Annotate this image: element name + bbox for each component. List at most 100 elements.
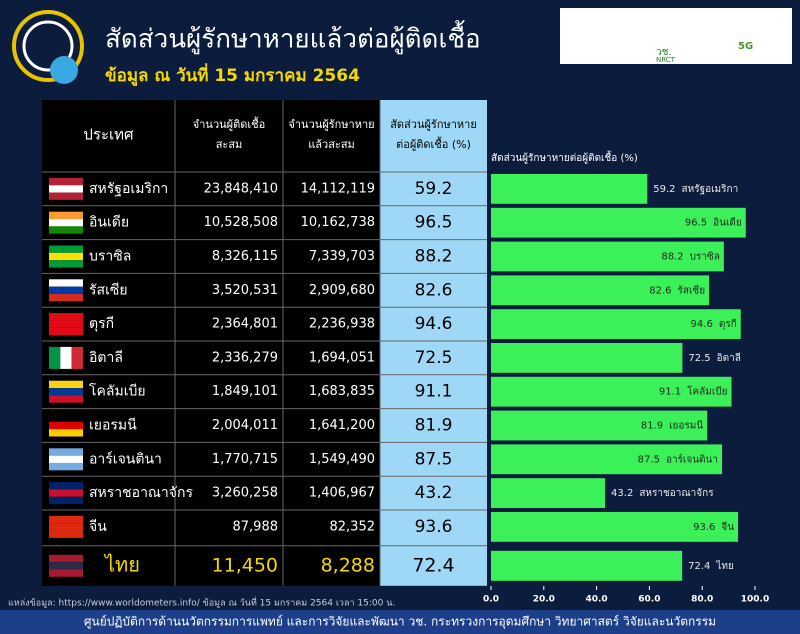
value-label: 82.6: [649, 285, 671, 296]
category-label: ไทย: [715, 560, 733, 572]
flag: [49, 245, 83, 253]
x-tick-label: 20.0: [533, 595, 555, 605]
flag: [49, 562, 83, 570]
x-tick-label: 80.0: [691, 595, 713, 605]
data-label: 72.4 ไทย: [688, 560, 734, 572]
column-header: แล้วสะสม: [308, 138, 355, 151]
flag: [49, 496, 83, 505]
flag: [49, 395, 83, 403]
number-cell: 8,288: [321, 554, 375, 576]
number-cell: 10,528,508: [204, 215, 278, 230]
bar: [491, 174, 648, 204]
country-cell: เยอรมนี: [89, 418, 137, 434]
value-label: 72.5: [688, 353, 710, 364]
column-header: จำนวนผู้รักษาหาย: [288, 118, 374, 131]
ratio-cell: 88.2: [415, 247, 453, 267]
logo-text: NRCT: [656, 56, 676, 64]
value-label: 43.2: [611, 488, 633, 499]
bar: [491, 410, 708, 441]
ratio-cell: 94.6: [415, 314, 453, 334]
title: สัดส่วนผู้รักษาหายแล้วต่อผู้ติดเชื้อ: [105, 20, 481, 55]
flag: [49, 554, 83, 563]
flag: [49, 523, 83, 531]
number-cell: 87,988: [233, 519, 279, 534]
number-cell: 3,520,531: [212, 283, 278, 298]
country-cell: โคลัมเบีย: [89, 383, 146, 400]
value-label: 59.2: [653, 184, 675, 195]
country-cell: สหราชอาณาจักร: [89, 485, 193, 501]
data-label: 59.2 สหรัฐอเมริกา: [653, 184, 738, 195]
column-header: ประเทศ: [83, 126, 134, 144]
bar: [491, 207, 746, 238]
bar: [491, 343, 683, 373]
category-label: สหราชอาณาจักร: [639, 488, 714, 499]
logo-text: 5G: [738, 41, 753, 52]
ratio-cell: 96.5: [415, 213, 453, 233]
value-label: 93.6: [693, 522, 715, 533]
column-header: จำนวนผู้ติดเชื้อ: [193, 116, 265, 131]
number-cell: 1,406,967: [309, 486, 375, 501]
number-cell: 1,770,715: [212, 452, 278, 467]
category-label: เยอรมนี: [669, 420, 703, 432]
bar: [491, 512, 739, 542]
ratio-cell: 91.1: [415, 382, 453, 402]
flag: [49, 530, 83, 538]
ratio-cell: 72.5: [415, 348, 453, 368]
flag: [49, 177, 83, 186]
number-cell: 3,260,258: [212, 486, 278, 501]
bar: [491, 309, 741, 339]
category-label: รัสเซีย: [678, 284, 706, 296]
bar: [491, 478, 606, 508]
source: แหล่งข้อมูล: https://www.worldometers.in…: [8, 596, 395, 609]
data-label: 93.6 จีน: [693, 521, 734, 533]
data-label: 91.1 โคลัมเบีย: [659, 385, 728, 398]
number-cell: 10,162,738: [301, 215, 375, 230]
flag: [49, 293, 83, 302]
bar: [491, 275, 710, 306]
ratio-cell: 72.4: [412, 554, 454, 576]
flag: [49, 462, 83, 471]
value-label: 88.2: [661, 252, 683, 263]
value-label: 72.4: [688, 561, 710, 572]
footer-bar: [0, 610, 800, 634]
ratio-column-bg: [380, 100, 487, 586]
flag: [60, 346, 72, 369]
flag: [49, 260, 83, 268]
chart-title: สัดส่วนผู้รักษาหายต่อผู้ติดเชื้อ (%): [491, 150, 638, 164]
number-cell: 2,004,011: [212, 418, 278, 433]
x-tick-label: 100.0: [741, 595, 769, 605]
flag: [49, 286, 83, 294]
flag: [49, 414, 83, 422]
flag: [49, 279, 83, 287]
flag: [49, 482, 83, 490]
ratio-cell: 59.2: [415, 179, 453, 199]
country-cell: อาร์เจนตินา: [89, 450, 162, 467]
data-label: 87.5 อาร์เจนตินา: [638, 453, 718, 465]
ratio-cell: 81.9: [415, 416, 453, 436]
country-cell: บราซิล: [89, 249, 131, 265]
category-label: อิตาลี: [717, 352, 741, 364]
globe-icon: [12, 10, 84, 82]
flag: [49, 252, 83, 261]
number-cell: 8,326,115: [212, 249, 278, 264]
footer: ศูนย์ปฏิบัติการด้านนวัตกรรมการแพทย์ และก…: [84, 615, 716, 630]
flag: [49, 421, 83, 430]
category-label: โคลัมเบีย: [687, 385, 727, 398]
value-label: 96.5: [685, 218, 707, 229]
data-label: 88.2 บราซิล: [661, 252, 720, 263]
number-cell: 7,339,703: [309, 249, 375, 264]
logo-text: วช.: [656, 47, 672, 58]
flag: [49, 388, 83, 396]
flag: [49, 211, 83, 220]
flag: [49, 192, 83, 200]
bar: [491, 550, 683, 581]
flag: [49, 320, 83, 328]
flag: [49, 185, 83, 193]
number-cell: 1,694,051: [309, 350, 375, 365]
ratio-cell: 87.5: [415, 449, 453, 469]
number-cell: 1,549,490: [309, 452, 375, 467]
number-cell: 11,450: [212, 554, 278, 576]
ratio-cell: 93.6: [415, 517, 453, 537]
value-label: 81.9: [641, 421, 663, 432]
